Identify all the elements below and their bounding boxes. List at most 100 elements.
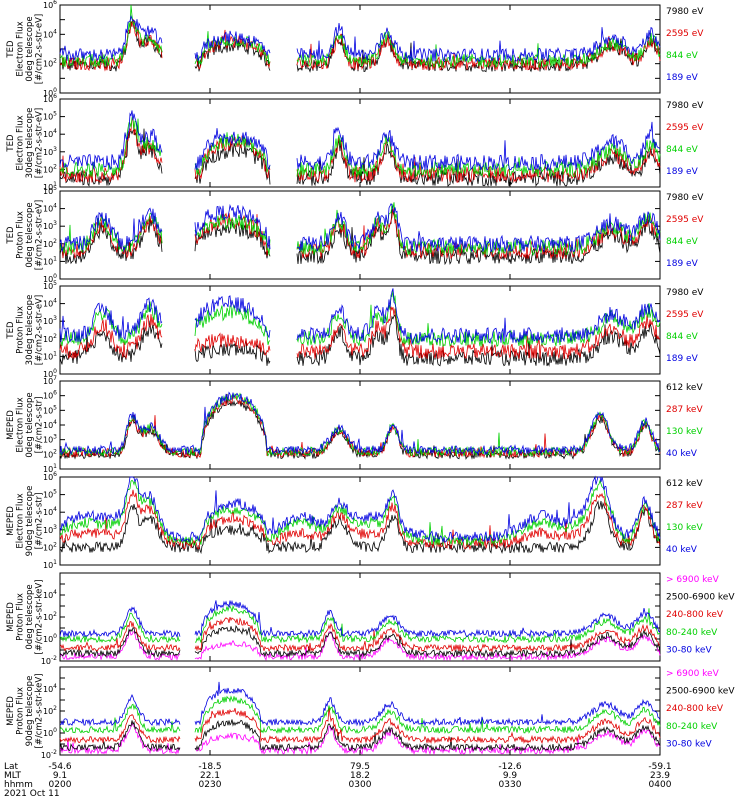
- series-line-4: [59, 14, 661, 63]
- legend-entry: 287 keV: [666, 405, 703, 415]
- legend-entry: 7980 eV: [666, 7, 704, 17]
- ytick-label: 106: [43, 93, 57, 104]
- panel-8: 10-2 100 102 104 MEPED Proton Flux 90deg teles…: [6, 666, 735, 760]
- ylabel-line: Electron Flux: [16, 115, 26, 170]
- ylabel-line: [#/cm2-s-str-eV]: [35, 200, 45, 270]
- ytick-label: 102: [43, 163, 57, 174]
- ylabel-line: [#/cm2-s-str]: [35, 493, 45, 550]
- ytick-label: 105: [43, 489, 57, 500]
- ytick-label: 101: [43, 181, 57, 192]
- ytick-label: 101: [43, 559, 57, 570]
- legend-entry: 7980 eV: [666, 101, 704, 111]
- ytick-label: 107: [43, 375, 57, 386]
- legend-entry: 240-800 keV: [666, 704, 724, 714]
- legend-entry: 2595 eV: [666, 310, 704, 320]
- ytick-label: 104: [43, 589, 57, 600]
- xaxis-date: 2021 Oct 11: [4, 789, 60, 799]
- legend-entry: > 6900 keV: [666, 575, 720, 585]
- panel-2: 101 102 103 104 105 106 TED Electron Flux 30deg …: [6, 93, 704, 192]
- legend-entry: 240-800 keV: [666, 610, 724, 620]
- series-line-4: [59, 695, 661, 734]
- xtick-label-lat: -18.5: [198, 762, 221, 772]
- xtick-label-hhmm: 0200: [49, 780, 72, 790]
- ytick-label: 102: [43, 58, 57, 69]
- ylabel-line: TED: [6, 226, 16, 245]
- ytick-label: 101: [43, 350, 57, 361]
- ytick-label: 102: [43, 238, 57, 249]
- ytick-label: 103: [43, 315, 57, 326]
- ylabel-line: [#/cm2-s-str-eV]: [35, 295, 45, 365]
- ytick-label: 100: [43, 633, 57, 644]
- legend-entry: 844 eV: [666, 51, 699, 61]
- ylabel-line: 0deg telescope: [25, 392, 35, 457]
- legend-entry: > 6900 keV: [666, 669, 720, 679]
- ylabel-line: Electron Flux: [16, 397, 26, 452]
- ytick-label: 104: [43, 419, 57, 430]
- xtick-label-lat: -59.1: [648, 762, 671, 772]
- xtick-label-mlt: 18.2: [350, 771, 370, 781]
- ytick-label: 105: [43, 280, 57, 291]
- ytick-label: 102: [43, 333, 57, 344]
- legend-entry: 7980 eV: [666, 193, 704, 203]
- ylabel-line: 90deg telescope: [25, 486, 35, 557]
- ylabel-line: 30deg telescope: [25, 108, 35, 179]
- ytick-label: 103: [43, 146, 57, 157]
- ytick-label: 106: [43, 0, 57, 10]
- ytick-label: 104: [43, 683, 57, 694]
- ytick-label: 102: [43, 541, 57, 552]
- ytick-label: 104: [43, 128, 57, 139]
- ytick-label: 103: [43, 524, 57, 535]
- ytick-label: 100: [43, 368, 57, 379]
- panel-frame: [59, 4, 661, 94]
- ylabel-line: Proton Flux: [16, 687, 26, 735]
- series-line-2: [59, 18, 661, 72]
- series-line-5: [59, 681, 661, 727]
- ytick-label: 104: [43, 203, 57, 214]
- ylabel-line: Proton Flux: [16, 211, 26, 259]
- series-line-4: [59, 288, 661, 345]
- ylabel-line: [#/cm2-s-str]: [35, 397, 45, 454]
- panel-frame: [59, 190, 661, 280]
- ylabel-line: MEPED: [6, 506, 16, 536]
- legend-entry: 2500-6900 keV: [666, 593, 735, 603]
- ylabel-line: [#/cm2-s-str-eV]: [35, 14, 45, 84]
- xtick-label-mlt: 9.9: [503, 771, 518, 781]
- ylabel-line: TED: [6, 134, 16, 153]
- series-line-4: [59, 203, 661, 253]
- series-line-2: [59, 719, 661, 752]
- legend-entry: 2595 eV: [666, 123, 704, 133]
- series-line-3: [59, 616, 661, 653]
- ytick-label: 102: [43, 611, 57, 622]
- series-line-3: [59, 4, 661, 69]
- legend-entry: 844 eV: [666, 145, 699, 155]
- xaxis-row-label-mlt: MLT: [4, 771, 22, 781]
- ylabel-line: [#/cm2-s-str-keV]: [35, 674, 45, 749]
- legend-entry: 2595 eV: [666, 29, 704, 39]
- xaxis-row-label-hhmm: hhmm: [4, 780, 33, 790]
- ylabel-line: 90deg telescope: [25, 676, 35, 747]
- legend-entry: 189 eV: [666, 354, 699, 364]
- series-line-2: [59, 306, 661, 360]
- legend-entry: 130 keV: [666, 523, 703, 533]
- xtick-label-hhmm: 0330: [499, 780, 522, 790]
- series-line-1: [59, 314, 661, 367]
- ytick-label: 103: [43, 220, 57, 231]
- xtick-label-hhmm: 0300: [349, 780, 372, 790]
- legend-entry: 80-240 keV: [666, 722, 718, 732]
- legend-entry: 612 keV: [666, 383, 703, 393]
- xtick-label-lat: 79.5: [350, 762, 370, 772]
- series-line-3: [59, 392, 661, 458]
- ylabel-line: Proton Flux: [16, 306, 26, 354]
- ytick-label: 105: [43, 185, 57, 196]
- ytick-label: 103: [43, 434, 57, 445]
- xtick-label-mlt: 9.1: [53, 771, 67, 781]
- ylabel-line: 0deg telescope: [25, 202, 35, 267]
- panel-6: 101 102 103 104 105 106 MEPED Electron Flux 90de…: [6, 471, 703, 570]
- panel-3: 100 101 102 103 104 105 TED Proton Flux 0deg tel…: [6, 185, 704, 284]
- ylabel-line: MEPED: [6, 696, 16, 726]
- ylabel-line: MEPED: [6, 602, 16, 632]
- legend-entry: 30-80 keV: [666, 645, 712, 655]
- xtick-label-mlt: 23.9: [650, 771, 670, 781]
- legend-entry: 130 keV: [666, 427, 703, 437]
